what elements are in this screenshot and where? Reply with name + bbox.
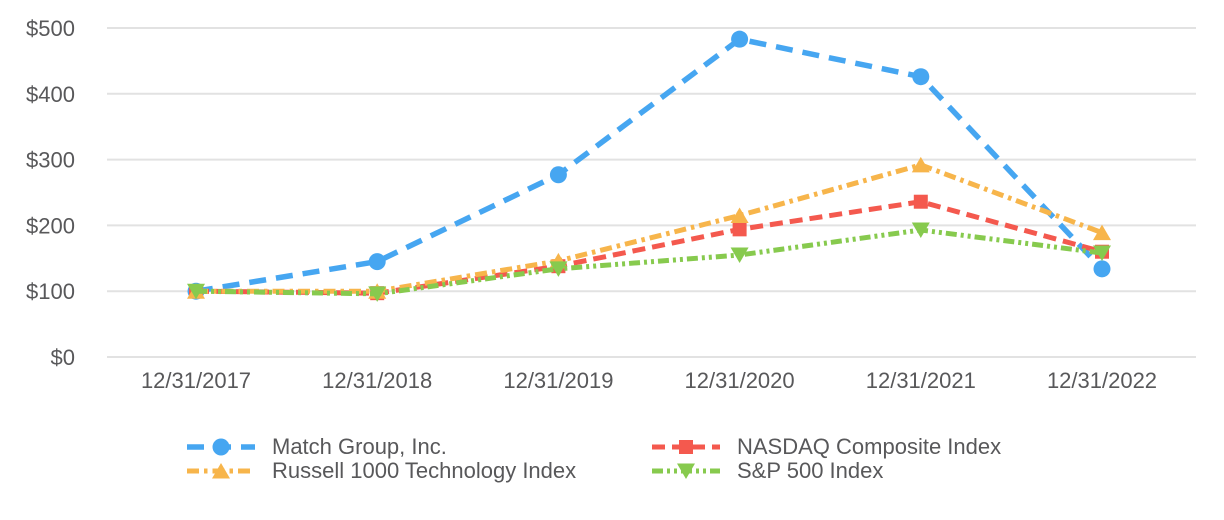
x-axis-tick-label: 12/31/2018	[322, 368, 432, 393]
marker-square-nasdaq-composite-index	[732, 222, 747, 237]
series-line-match-group-inc	[195, 36, 1105, 294]
x-axis-tick-label: 12/31/2017	[141, 368, 251, 393]
legend-marker-circle	[212, 438, 230, 456]
legend-line-sample-icon	[652, 463, 720, 479]
marker-triangle-up-russell-1000-technology-index	[911, 156, 930, 173]
marker-triangle-down-s-p-500-index	[730, 247, 749, 264]
y-axis-tick-label: $300	[26, 148, 75, 173]
legend-marker-triangle-down	[677, 463, 695, 479]
legend-marker-square	[679, 440, 693, 454]
y-axis-tick-label: $400	[26, 82, 75, 107]
marker-circle-match-group-inc	[368, 253, 386, 271]
x-axis-tick-label: 12/31/2020	[685, 368, 795, 393]
marker-triangle-down-s-p-500-index	[368, 286, 387, 302]
x-axis-tick-label: 12/31/2022	[1047, 368, 1157, 393]
legend-line-sample-icon	[187, 438, 255, 456]
legend-label: NASDAQ Composite Index	[737, 434, 1002, 459]
legend-marker-triangle-up	[212, 463, 230, 479]
marker-triangle-down-s-p-500-index	[549, 261, 568, 277]
y-axis-tick-label: $0	[51, 345, 75, 370]
series-line-s-p-500-index	[195, 227, 1103, 297]
legend-line-sample-icon	[652, 440, 720, 454]
marker-circle-match-group-inc	[731, 30, 749, 48]
series-line-russell-1000-technology-index	[196, 162, 1103, 294]
marker-triangle-down-s-p-500-index	[187, 283, 205, 300]
legend-label: Russell 1000 Technology Index	[272, 458, 577, 483]
y-axis-tick-label: $200	[26, 213, 75, 238]
series-line-nasdaq-composite-index	[195, 199, 1103, 296]
marker-triangle-down-s-p-500-index	[911, 222, 930, 239]
legend-item-match-group-inc: Match Group, Inc.	[187, 435, 652, 459]
marker-circle-match-group-inc	[549, 166, 567, 184]
legend-label: Match Group, Inc.	[272, 434, 447, 459]
marker-circle-match-group-inc	[1093, 260, 1111, 278]
x-axis-tick-label: 12/31/2021	[866, 368, 976, 393]
legend-label: S&P 500 Index	[737, 458, 884, 483]
legend-item-sp-500-index: S&P 500 Index	[652, 459, 1001, 483]
chart-legend: Match Group, Inc. NASDAQ Composite Index…	[187, 435, 1001, 483]
y-axis-tick-label: $500	[26, 16, 75, 41]
marker-triangle-up-russell-1000-technology-index	[730, 207, 749, 224]
marker-triangle-up-russell-1000-technology-index	[1093, 224, 1111, 241]
marker-triangle-down-s-p-500-index	[1093, 245, 1111, 262]
legend-item-nasdaq-composite-index: NASDAQ Composite Index	[652, 435, 1001, 459]
y-axis-tick-label: $100	[26, 279, 75, 304]
x-axis-tick-label: 12/31/2019	[503, 368, 613, 393]
marker-square-nasdaq-composite-index	[913, 194, 928, 209]
marker-circle-match-group-inc	[912, 68, 930, 86]
legend-item-russell-1000-technology-index: Russell 1000 Technology Index	[187, 459, 652, 483]
legend-line-sample-icon	[187, 463, 255, 479]
